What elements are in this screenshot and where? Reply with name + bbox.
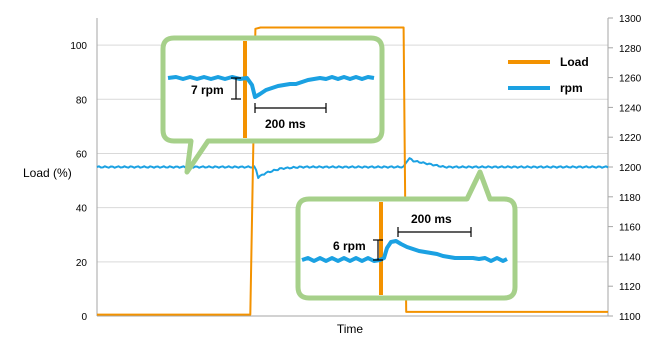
right-tick-label: 1220	[619, 133, 642, 144]
right-tick-label: 1200	[619, 163, 642, 174]
callout-rpm-trace	[167, 75, 375, 99]
amplitude-bracket	[231, 77, 241, 100]
y-axis-label: Load (%)	[23, 166, 72, 180]
right-tick-label: 1120	[619, 282, 641, 293]
left-tick-label: 40	[76, 204, 88, 215]
left-tick-label: 60	[76, 149, 88, 160]
left-tick-label: 100	[70, 41, 87, 52]
right-tick-label: 1100	[619, 312, 641, 323]
right-tick-label: 1300	[619, 14, 642, 25]
amplitude-label: 6 rpm	[333, 239, 366, 253]
legend-label-rpm: rpm	[560, 81, 583, 95]
left-tick-label: 20	[76, 258, 88, 269]
legend-label-load: Load	[560, 55, 589, 69]
right-tick-label: 1240	[619, 103, 642, 114]
duration-bracket	[254, 103, 327, 113]
series-line-rpm	[96, 157, 609, 179]
callout-rpm-trace	[301, 239, 508, 263]
callout-bubble	[160, 35, 385, 175]
zoom-callout-rise: 6 rpm 200 ms	[295, 169, 518, 301]
right-tick-label: 1140	[619, 252, 641, 263]
x-axis-label: Time	[337, 322, 364, 336]
right-tick-label: 1160	[619, 223, 641, 234]
callout-bubble	[295, 169, 518, 301]
duration-label: 200 ms	[265, 117, 306, 131]
amplitude-bracket	[373, 239, 383, 261]
left-tick-label: 0	[81, 312, 87, 323]
zoom-callout-drop: 7 rpm 200 ms	[160, 35, 385, 175]
legend: Load rpm	[508, 55, 589, 95]
right-tick-label: 1280	[619, 44, 642, 55]
series-line-load	[97, 26, 608, 316]
series-layer	[96, 26, 609, 316]
right-axis: 1100 1120 1140 1160 1180 1200 1220 1240 1260 1280…	[607, 14, 642, 323]
left-tick-label: 80	[76, 95, 88, 106]
left-axis: 0 20 40 60 80 100	[70, 18, 608, 323]
amplitude-label: 7 rpm	[191, 83, 224, 97]
duration-bracket	[397, 227, 472, 237]
right-tick-label: 1260	[619, 74, 642, 85]
right-tick-label: 1180	[619, 193, 641, 204]
duration-label: 200 ms	[411, 212, 452, 226]
